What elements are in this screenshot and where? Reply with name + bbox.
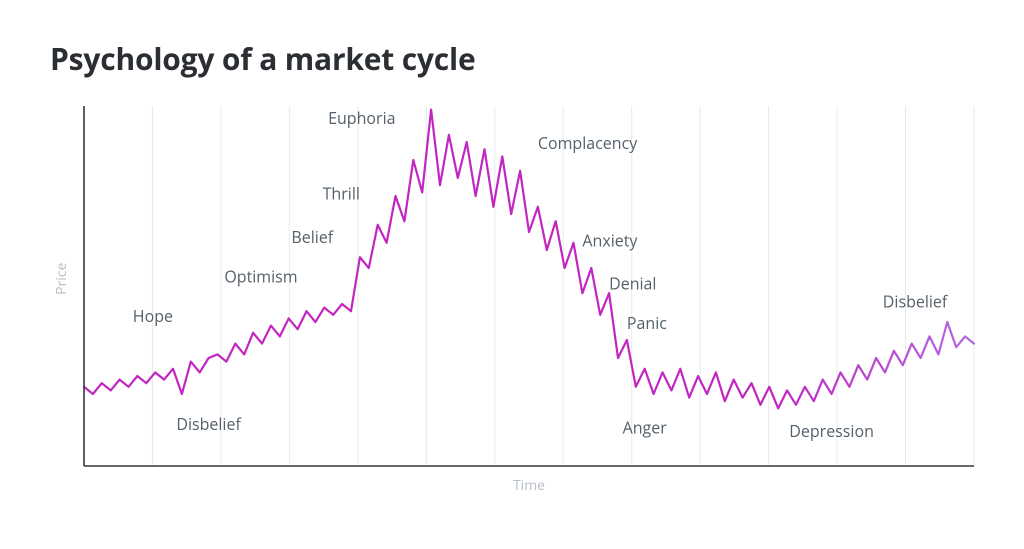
stage-label: Complacency [538,132,638,154]
stage-label: Optimism [224,265,297,287]
market-cycle-chart: Hope Disbelief Optimism Belief Thrill Euphori… [50,100,980,500]
stage-label: Belief [291,226,334,248]
price-line [84,110,974,409]
stage-label: Disbelief [883,291,949,313]
stage-label: Panic [627,312,667,334]
stage-label: Denial [609,273,656,295]
stage-label: Euphoria [328,107,395,129]
stage-label: Depression [789,420,874,442]
chart-title: Psychology of a market cycle [50,38,476,79]
stage-label: Hope [133,305,173,327]
stage-label: Anxiety [582,229,638,251]
stage-label: Disbelief [176,413,242,435]
stage-label: Thrill [323,183,360,205]
x-axis-label: Time [513,476,545,495]
stage-label: Anger [623,417,668,439]
y-axis-label: Price [52,263,71,295]
